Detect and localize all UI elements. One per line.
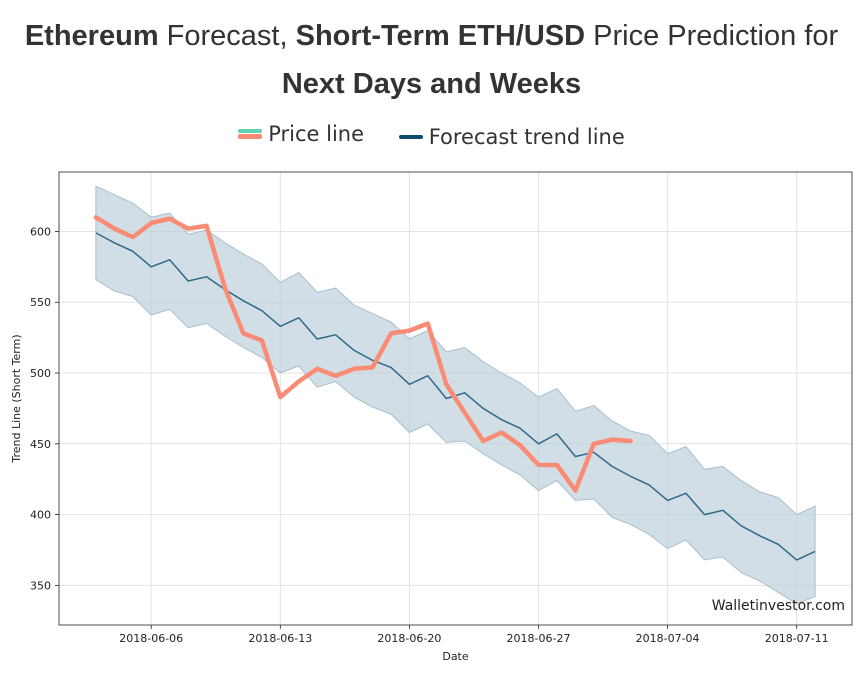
chart-legend: Price line Forecast trend line — [0, 120, 863, 149]
y-tick-label: 500 — [30, 367, 51, 380]
y-tick-label: 450 — [30, 438, 51, 451]
title-ethereum: Ethereum — [24, 20, 159, 52]
legend-swatch-price — [238, 129, 263, 139]
title-price-prediction: Price Prediction for — [585, 20, 839, 52]
y-tick-label: 550 — [30, 296, 51, 309]
y-axis-ticks: 350 400 450 500 550 600 — [30, 225, 59, 592]
x-tick-label: 2018-06-06 — [119, 632, 183, 645]
x-tick-label: 2018-06-20 — [377, 632, 441, 645]
y-tick-label: 400 — [30, 509, 51, 522]
x-tick-label: 2018-07-04 — [636, 632, 700, 645]
legend-label-price: Price line — [268, 122, 365, 146]
x-tick-label: 2018-07-11 — [765, 632, 829, 645]
title-next-days: Next Days and Weeks — [281, 68, 582, 100]
x-tick-label: 2018-06-13 — [248, 632, 312, 645]
legend-item-trend[interactable]: Forecast trend line — [398, 125, 625, 149]
chart-title-line2: Next Days and Weeks — [0, 60, 863, 108]
legend-swatch-trend — [398, 135, 423, 139]
x-axis-ticks: 2018-06-06 2018-06-13 2018-06-20 2018-06-27… — [119, 625, 829, 645]
title-short-term: Short-Term ETH/USD — [295, 20, 586, 52]
y-tick-label: 350 — [30, 579, 51, 592]
x-tick-label: 2018-06-27 — [507, 632, 571, 645]
chart-title-line1: Ethereum Forecast, Short-Term ETH/USD Pr… — [0, 12, 863, 60]
y-tick-label: 600 — [30, 225, 51, 238]
y-axis-label: Trend Line (Short Term) — [10, 334, 23, 463]
watermark: Walletinvestor.com — [712, 598, 845, 614]
plot-frame — [58, 171, 853, 626]
chart-title: Ethereum Forecast, Short-Term ETH/USD Pr… — [0, 12, 863, 108]
title-forecast: Forecast, — [158, 20, 296, 52]
x-axis-label: Date — [442, 650, 469, 663]
legend-label-trend: Forecast trend line — [428, 125, 625, 149]
legend-item-price[interactable]: Price line — [238, 122, 364, 146]
price-line — [93, 215, 633, 493]
